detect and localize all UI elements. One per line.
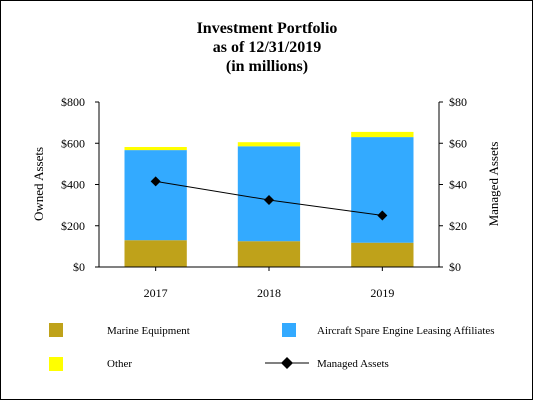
legend-label-managed-assets: Managed Assets <box>317 358 389 370</box>
right-tick-label: $0 <box>449 260 461 274</box>
legend-swatch-aircraft-engine-leasing <box>282 323 296 337</box>
legend-label-other: Other <box>107 358 132 370</box>
chart-title-line-3: (in millions) <box>226 58 308 75</box>
bar-other-2017 <box>124 147 187 151</box>
managed-assets-point-2017 <box>150 176 161 187</box>
managed-assets-line <box>150 176 388 221</box>
legend-label-marine-equipment: Marine Equipment <box>107 325 190 337</box>
x-tick-label-2019: 2019 <box>370 286 394 300</box>
chart-title-line-1: Investment Portfolio <box>197 20 338 37</box>
right-tick-label: $80 <box>449 95 467 109</box>
bar-other-2019 <box>351 131 414 138</box>
bar-marine-equipment-2017 <box>124 240 187 267</box>
bar-marine-equipment-2018 <box>237 241 301 267</box>
axis-ticks: $0 $0 $200 $20 $400 $40 $600 $60 $800 $80 2017 2018… <box>61 95 467 300</box>
managed-assets-point-2019 <box>377 210 388 221</box>
right-tick-label: $20 <box>449 219 467 233</box>
legend-label-aircraft-engine-leasing: Aircraft Spare Engine Leasing Affiliates <box>317 325 495 337</box>
bar-aircraft-spare-engine-leasing-affiliates-2017 <box>124 150 187 241</box>
left-tick-label: $400 <box>61 178 85 192</box>
left-tick-label: $0 <box>73 260 85 274</box>
bar-marine-equipment-2019 <box>351 242 414 267</box>
legend: Marine Equipment Aircraft Spare Engine L… <box>49 323 495 371</box>
legend-swatch-other <box>49 357 63 371</box>
left-tick-label: $800 <box>61 95 85 109</box>
right-tick-label: $60 <box>449 136 467 150</box>
left-axis-label: Owned Assets <box>31 147 46 221</box>
chart-title-line-2: as of 12/31/2019 <box>213 39 321 56</box>
chart-title: Investment Portfolio as of 12/31/2019 (i… <box>197 20 338 75</box>
managed-assets-point-2018 <box>264 194 274 205</box>
right-tick-label: $40 <box>449 178 467 192</box>
bar-aircraft-spare-engine-leasing-affiliates-2019 <box>351 137 414 243</box>
bar-other-2018 <box>237 142 301 147</box>
bar-aircraft-spare-engine-leasing-affiliates-2018 <box>237 146 301 242</box>
right-axis-label: Managed Assets <box>486 142 501 227</box>
left-tick-label: $600 <box>61 136 85 150</box>
x-tick-label-2017: 2017 <box>144 286 168 300</box>
left-tick-label: $200 <box>61 219 85 233</box>
legend-marker-managed-assets <box>281 357 293 369</box>
bar-series <box>124 131 414 267</box>
legend-swatch-marine-equipment <box>49 323 63 337</box>
x-tick-label-2018: 2018 <box>257 286 281 300</box>
